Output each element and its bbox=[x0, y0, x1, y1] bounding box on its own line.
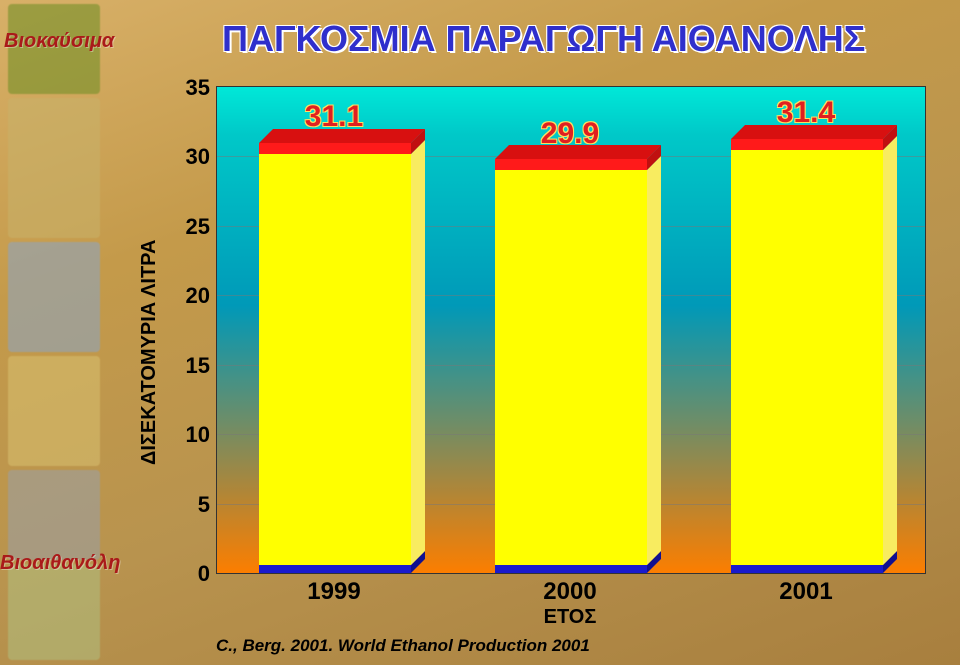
bar-value-label: 29.9 bbox=[510, 117, 630, 151]
slide-root: Βιοκαύσιμα Βιοαιθανόλη ΠΑΓΚΟΣΜΙΑ ΠΑΡΑΓΩΓ… bbox=[0, 0, 960, 665]
x-axis-label: ΕΤΟΣ bbox=[490, 606, 650, 629]
citation-text: C., Berg. 2001. World Ethanol Production… bbox=[216, 636, 590, 656]
y-tick-label: 15 bbox=[160, 353, 210, 379]
y-axis-label: ΔΙΣΕΚΑΤΟΜΥΡΙΑ ΛΙΤΡΑ bbox=[138, 240, 161, 465]
y-tick-label: 25 bbox=[160, 214, 210, 240]
bar-side bbox=[883, 136, 897, 565]
bar-2000 bbox=[495, 144, 661, 573]
bar-front bbox=[495, 170, 647, 565]
bar-side bbox=[647, 156, 661, 565]
ethanol-chart: 0 5 10 15 20 25 30 35 ΔΙΣΕΚΑΤΟΜΥΡΙΑ ΛΙΤΡΑ 31.1 199… bbox=[0, 0, 960, 665]
bar-front bbox=[259, 154, 411, 565]
y-tick-label: 30 bbox=[160, 144, 210, 170]
bar-overlay bbox=[495, 159, 647, 170]
y-tick-label: 10 bbox=[160, 422, 210, 448]
x-category-label: 1999 bbox=[274, 578, 394, 606]
bar-overlay bbox=[259, 143, 411, 154]
y-tick-label: 20 bbox=[160, 283, 210, 309]
bar-1999 bbox=[259, 127, 425, 573]
y-tick-label: 35 bbox=[160, 75, 210, 101]
x-category-label: 2001 bbox=[746, 578, 866, 606]
bar-value-label: 31.4 bbox=[746, 96, 866, 130]
y-tick-label: 5 bbox=[160, 492, 210, 518]
bar-value-label: 31.1 bbox=[274, 100, 394, 134]
bar-base-band bbox=[731, 565, 883, 573]
x-category-label: 2000 bbox=[510, 578, 630, 606]
bar-2001 bbox=[731, 123, 897, 573]
bar-base-band bbox=[495, 565, 647, 573]
bar-front bbox=[731, 150, 883, 565]
bar-side bbox=[411, 140, 425, 565]
bar-base-band bbox=[259, 565, 411, 573]
bar-overlay bbox=[731, 139, 883, 150]
y-tick-label: 0 bbox=[160, 561, 210, 587]
plot-area bbox=[216, 86, 926, 574]
